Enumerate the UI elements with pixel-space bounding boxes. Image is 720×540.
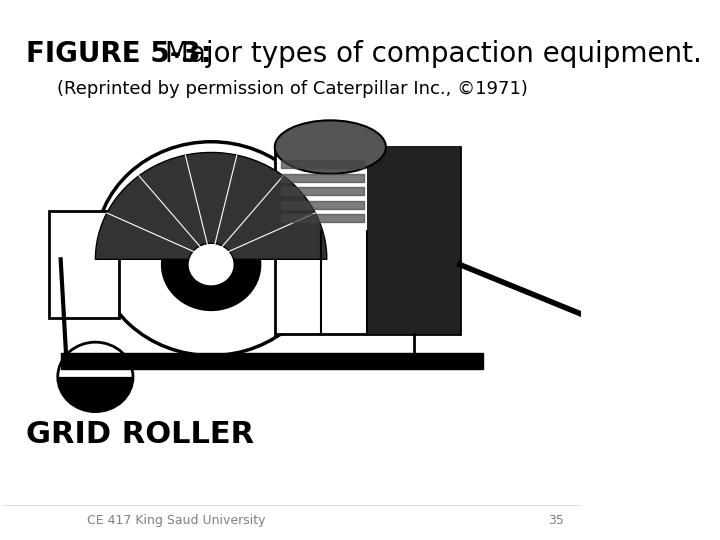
- Text: (Reprinted by permission of Caterpillar Inc., ©1971): (Reprinted by permission of Caterpillar …: [57, 80, 528, 98]
- Circle shape: [95, 141, 327, 355]
- Circle shape: [647, 335, 667, 354]
- Text: 35: 35: [548, 514, 564, 526]
- Circle shape: [162, 219, 261, 310]
- Polygon shape: [58, 377, 133, 411]
- FancyBboxPatch shape: [275, 147, 460, 334]
- Text: GRID ROLLER: GRID ROLLER: [26, 420, 254, 449]
- FancyBboxPatch shape: [367, 147, 460, 334]
- Ellipse shape: [275, 120, 386, 174]
- Text: CE 417 King Saud University: CE 417 King Saud University: [87, 514, 266, 526]
- Polygon shape: [95, 152, 327, 259]
- Text: FIGURE 5-3:: FIGURE 5-3:: [26, 40, 212, 68]
- Text: Major types of compaction equipment.: Major types of compaction equipment.: [156, 40, 702, 68]
- FancyBboxPatch shape: [49, 211, 119, 318]
- Circle shape: [58, 342, 133, 411]
- Circle shape: [188, 244, 234, 286]
